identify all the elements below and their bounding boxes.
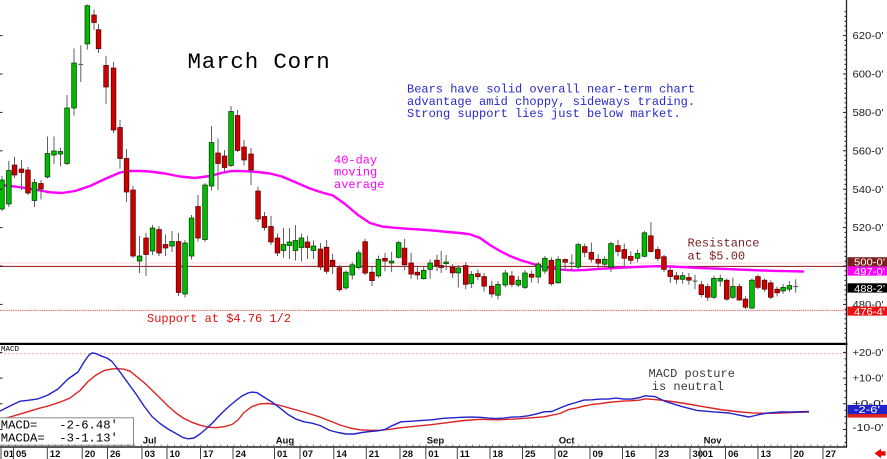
- svg-text:580-0': 580-0': [853, 107, 884, 119]
- svg-text:MACDA= -3-1.13': MACDA= -3-1.13': [1, 431, 118, 445]
- svg-text:12: 12: [50, 449, 61, 459]
- svg-text:-10-0': -10-0': [853, 422, 884, 434]
- svg-text:March Corn: March Corn: [188, 49, 331, 75]
- svg-text:advantage amid choppy, sideway: advantage amid choppy, sideways trading.: [407, 95, 695, 109]
- svg-text:MACD= -2-6.48': MACD= -2-6.48': [1, 419, 118, 433]
- svg-text:20: 20: [85, 449, 96, 459]
- svg-text:Sep: Sep: [427, 436, 445, 447]
- svg-text:Aug: Aug: [276, 436, 295, 447]
- svg-text:06: 06: [728, 449, 739, 459]
- svg-text:01: 01: [4, 449, 15, 459]
- svg-text:Resistance: Resistance: [688, 236, 760, 250]
- svg-text:18: 18: [493, 449, 504, 459]
- svg-text:01: 01: [277, 449, 288, 459]
- svg-text:Jul: Jul: [143, 436, 157, 447]
- svg-text:620-0': 620-0': [853, 30, 884, 42]
- svg-text:16: 16: [625, 449, 636, 459]
- svg-text:02: 02: [558, 449, 569, 459]
- svg-text:497-0': 497-0': [854, 266, 885, 278]
- svg-text:at $5.00: at $5.00: [688, 250, 746, 264]
- svg-text:30: 30: [693, 449, 704, 459]
- svg-text:MACD: MACD: [1, 346, 20, 354]
- svg-text:07: 07: [303, 449, 314, 459]
- svg-text:10: 10: [170, 449, 181, 459]
- svg-text:09: 09: [593, 449, 604, 459]
- svg-text:Bears have solid overall near-: Bears have solid overall near-term chart: [407, 83, 695, 97]
- svg-text:01: 01: [703, 449, 714, 459]
- svg-text:520-0': 520-0': [853, 222, 884, 234]
- svg-text:28: 28: [403, 449, 414, 459]
- svg-text:21: 21: [369, 449, 380, 459]
- svg-text:13: 13: [761, 449, 772, 459]
- svg-text:25: 25: [525, 449, 536, 459]
- svg-text:476-4': 476-4': [854, 306, 885, 318]
- svg-text:05: 05: [16, 449, 27, 459]
- svg-text:488-2': 488-2': [854, 283, 885, 295]
- svg-text:01: 01: [428, 449, 439, 459]
- svg-text:moving: moving: [334, 166, 377, 180]
- svg-text:40-day: 40-day: [334, 153, 377, 167]
- svg-text:is neutral: is neutral: [652, 380, 724, 394]
- svg-text:MACD posture: MACD posture: [649, 367, 735, 381]
- svg-text:600-0': 600-0': [853, 69, 884, 81]
- svg-text:average: average: [334, 178, 384, 192]
- svg-text:27: 27: [826, 449, 837, 459]
- svg-text:Nov: Nov: [704, 436, 723, 447]
- svg-text:17: 17: [203, 449, 214, 459]
- svg-text:24: 24: [236, 449, 247, 459]
- svg-text:20: 20: [794, 449, 805, 459]
- svg-text:-2-6': -2-6': [854, 404, 880, 416]
- svg-text:03: 03: [145, 449, 156, 459]
- svg-text:14: 14: [336, 449, 347, 459]
- svg-text:500-0': 500-0': [854, 257, 885, 269]
- svg-text:Oct: Oct: [559, 436, 576, 447]
- svg-text:+10-0': +10-0': [853, 373, 884, 385]
- svg-text:Strong support lies just below: Strong support lies just below market.: [407, 107, 681, 121]
- svg-text:23: 23: [659, 449, 670, 459]
- svg-text:540-0': 540-0': [853, 184, 884, 196]
- svg-text:11: 11: [460, 449, 471, 459]
- svg-text:Support at $4.76 1/2: Support at $4.76 1/2: [147, 312, 291, 326]
- svg-text:26: 26: [110, 449, 121, 459]
- svg-text:560-0': 560-0': [853, 145, 884, 157]
- svg-text:+20-0': +20-0': [853, 347, 884, 359]
